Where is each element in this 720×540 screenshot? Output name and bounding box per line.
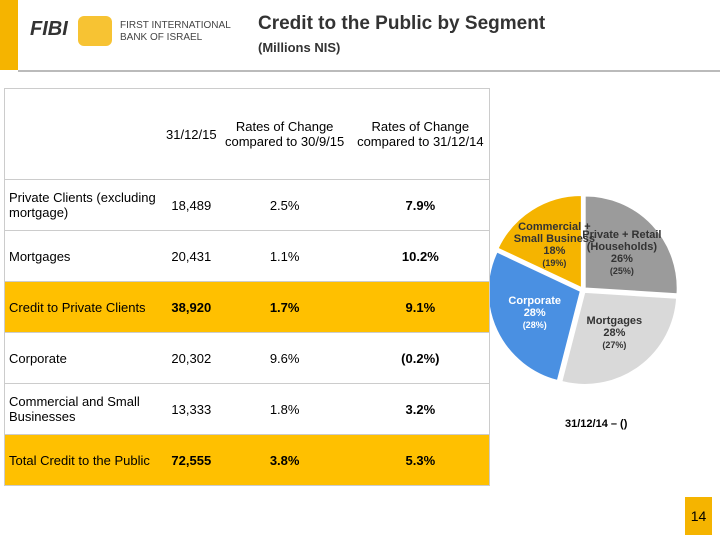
- bank-name: FIRST INTERNATIONAL: [120, 20, 231, 31]
- logo-mark: [78, 16, 112, 46]
- slice-previous: (28%): [522, 319, 547, 330]
- row-label: Total Credit to the Public: [4, 434, 165, 486]
- slice-previous: (27%): [602, 340, 627, 351]
- header-cell: Rates of Change compared to 30/9/15: [225, 119, 345, 149]
- header-cell: Rates of Change compared to 31/12/14: [357, 119, 484, 149]
- logo: FIBI: [30, 18, 68, 40]
- row: Total Credit to the Public 72,555 3.8% 5.3%: [4, 434, 490, 486]
- pie-slice: [490, 251, 581, 381]
- row: Mortgages 20,431 1.1% 10.2%: [4, 230, 490, 282]
- page-number: 14: [685, 497, 712, 535]
- cell: 72,555: [165, 434, 218, 486]
- cell: 13,333: [165, 383, 218, 435]
- title: Credit to the Public by Segment: [258, 13, 546, 34]
- row-label: Commercial and Small Businesses: [4, 383, 165, 435]
- row-label: Corporate: [4, 332, 165, 384]
- cell: 9.1%: [351, 281, 490, 333]
- pie-slice: [561, 291, 678, 385]
- header-row: 31/12/15 Rates of Change compared to 30/9…: [5, 89, 490, 180]
- slice-label: Corporate 28% (28%): [493, 295, 577, 331]
- cell: 9.6%: [217, 332, 352, 384]
- pie-chart: [490, 194, 678, 385]
- accent-bar: [0, 0, 18, 70]
- cell: 1.1%: [217, 230, 352, 282]
- cell: 38,920: [165, 281, 218, 333]
- cell: 1.7%: [217, 281, 352, 333]
- row-label: Credit to Private Clients: [4, 281, 165, 333]
- header-cell: 31/12/15: [166, 126, 217, 142]
- table: 31/12/15 Rates of Change compared to 30/9…: [4, 88, 490, 486]
- row: Corporate 20,302 9.6% (0.2%): [4, 332, 490, 384]
- cell: (0.2%): [351, 332, 490, 384]
- cell: 2.5%: [217, 179, 352, 231]
- slice-label: Mortgages 28% (27%): [572, 315, 656, 351]
- cell: 20,431: [165, 230, 218, 282]
- slice-name: Mortgages: [586, 315, 643, 328]
- row: Private Clients (excluding mortgage) 18,4…: [4, 179, 490, 231]
- cell: 18,489: [165, 179, 218, 231]
- cell: 3.8%: [217, 434, 352, 486]
- slice-label: Commercial + Small Business 18% (19%): [512, 221, 596, 269]
- slice-value: 18%: [543, 244, 566, 257]
- pie-slice: [497, 194, 582, 289]
- cell: 3.2%: [351, 383, 490, 435]
- cell: 1.8%: [217, 383, 352, 435]
- cell: 7.9%: [351, 179, 490, 231]
- caption: 31/12/14 – (): [565, 418, 628, 430]
- slice-name: Corporate: [508, 294, 561, 307]
- pie-slice: [584, 195, 678, 295]
- slice-value: 28%: [523, 306, 546, 319]
- slice-value: 26%: [610, 253, 633, 266]
- row: Commercial and Small Businesses 13,333 1.8…: [4, 383, 490, 435]
- bank-name: BANK OF ISRAEL: [120, 32, 203, 43]
- slice-previous: (25%): [609, 266, 634, 277]
- slice-label: Private + Retail (Households) 26% (25%): [580, 229, 664, 277]
- slice-previous: (19%): [542, 257, 567, 268]
- header-cell: [5, 89, 166, 180]
- cell: 20,302: [165, 332, 218, 384]
- slice-name: Private + Retail (Households): [582, 229, 662, 254]
- slice-name: Commercial + Small Business: [513, 220, 596, 245]
- cell: 10.2%: [351, 230, 490, 282]
- slice-value: 28%: [603, 327, 626, 340]
- row-label: Mortgages: [4, 230, 165, 282]
- row-label: Private Clients (excluding mortgage): [4, 179, 165, 231]
- header-rule: [18, 70, 720, 72]
- subtitle: (Millions NIS): [258, 40, 341, 55]
- cell: 5.3%: [351, 434, 490, 486]
- row: Credit to Private Clients 38,920 1.7% 9.1%: [4, 281, 490, 333]
